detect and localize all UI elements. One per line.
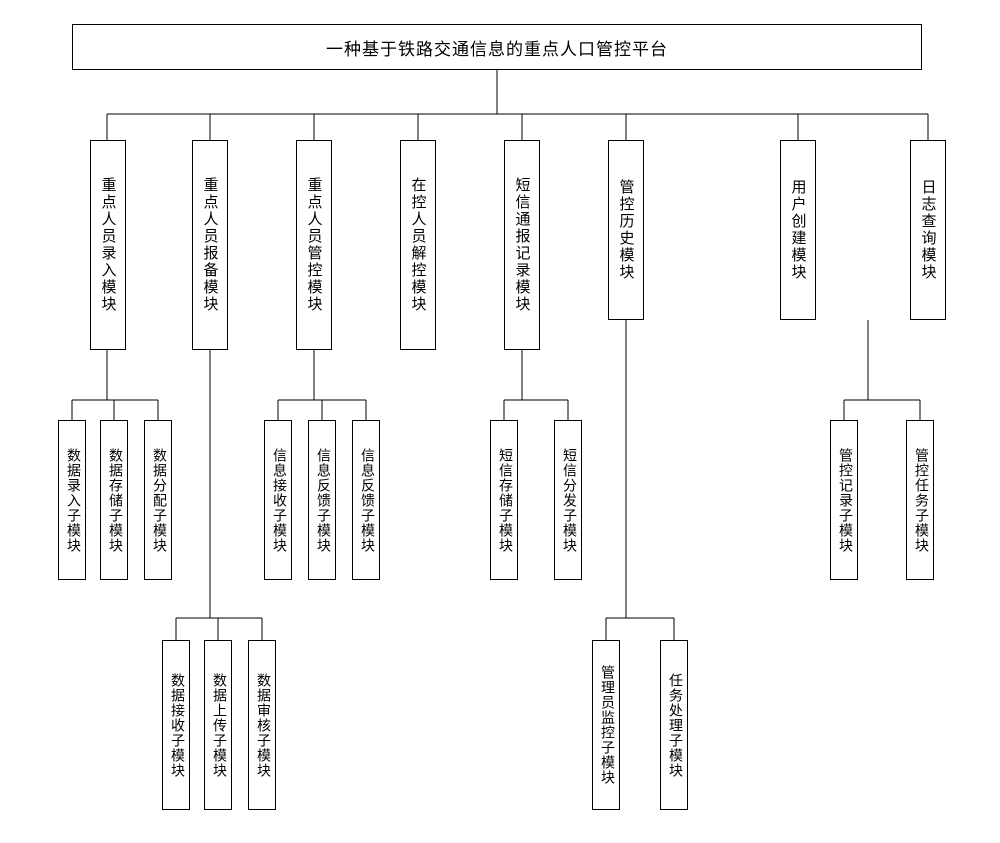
leaf-u-n3-1-label: 信息反馈子模块 xyxy=(312,448,332,553)
leaf-u-n8-0: 管控记录子模块 xyxy=(830,420,858,580)
leaf-u-n8-0-label: 管控记录子模块 xyxy=(834,448,854,553)
leaf-u-n1-1: 数据存储子模块 xyxy=(100,420,128,580)
level1-node-2-label: 重点人员管控模块 xyxy=(304,177,325,313)
level1-node-3-label: 在控人员解控模块 xyxy=(408,177,429,313)
leaf-u-n1-2: 数据分配子模块 xyxy=(144,420,172,580)
leaf-u-n1-0: 数据录入子模块 xyxy=(58,420,86,580)
leaf-u-n8-1-label: 管控任务子模块 xyxy=(910,448,930,553)
leaf-l-n2-2-label: 数据审核子模块 xyxy=(252,673,272,778)
leaf-l-n2-1-label: 数据上传子模块 xyxy=(208,673,228,778)
level1-node-4: 短信通报记录模块 xyxy=(504,140,540,350)
level1-node-1-label: 重点人员报备模块 xyxy=(200,177,221,313)
level1-node-7-label: 日志查询模块 xyxy=(918,179,939,281)
leaf-u-n3-0-label: 信息接收子模块 xyxy=(268,448,288,553)
level1-node-0-label: 重点人员录入模块 xyxy=(98,177,119,313)
leaf-u-n1-2-label: 数据分配子模块 xyxy=(148,448,168,553)
leaf-l-n6-0-label: 管理员监控子模块 xyxy=(596,665,616,785)
leaf-l-n6-0: 管理员监控子模块 xyxy=(592,640,620,810)
leaf-u-n8-1: 管控任务子模块 xyxy=(906,420,934,580)
leaf-l-n6-1-label: 任务处理子模块 xyxy=(664,673,684,778)
level1-node-7: 日志查询模块 xyxy=(910,140,946,320)
leaf-l-n6-1: 任务处理子模块 xyxy=(660,640,688,810)
leaf-u-n5-0: 短信存储子模块 xyxy=(490,420,518,580)
leaf-u-n5-1-label: 短信分发子模块 xyxy=(558,448,578,553)
leaf-u-n3-2-label: 信息反馈子模块 xyxy=(356,448,376,553)
root-node: 一种基于铁路交通信息的重点人口管控平台 xyxy=(72,24,922,70)
level1-node-3: 在控人员解控模块 xyxy=(400,140,436,350)
leaf-u-n5-1: 短信分发子模块 xyxy=(554,420,582,580)
level1-node-6-label: 用户创建模块 xyxy=(788,179,809,281)
level1-node-5: 管控历史模块 xyxy=(608,140,644,320)
level1-node-5-label: 管控历史模块 xyxy=(616,179,637,281)
leaf-u-n3-2: 信息反馈子模块 xyxy=(352,420,380,580)
org-chart: 一种基于铁路交通信息的重点人口管控平台 重点人员录入模块 重点人员报备模块 重点人员… xyxy=(0,0,1000,843)
level1-node-1: 重点人员报备模块 xyxy=(192,140,228,350)
leaf-u-n1-0-label: 数据录入子模块 xyxy=(62,448,82,553)
leaf-l-n2-2: 数据审核子模块 xyxy=(248,640,276,810)
leaf-l-n2-0-label: 数据接收子模块 xyxy=(166,673,186,778)
leaf-u-n1-1-label: 数据存储子模块 xyxy=(104,448,124,553)
root-label: 一种基于铁路交通信息的重点人口管控平台 xyxy=(326,35,668,60)
level1-node-4-label: 短信通报记录模块 xyxy=(512,177,533,313)
level1-node-0: 重点人员录入模块 xyxy=(90,140,126,350)
leaf-l-n2-0: 数据接收子模块 xyxy=(162,640,190,810)
leaf-u-n3-0: 信息接收子模块 xyxy=(264,420,292,580)
leaf-u-n3-1: 信息反馈子模块 xyxy=(308,420,336,580)
leaf-u-n5-0-label: 短信存储子模块 xyxy=(494,448,514,553)
leaf-l-n2-1: 数据上传子模块 xyxy=(204,640,232,810)
level1-node-6: 用户创建模块 xyxy=(780,140,816,320)
level1-node-2: 重点人员管控模块 xyxy=(296,140,332,350)
